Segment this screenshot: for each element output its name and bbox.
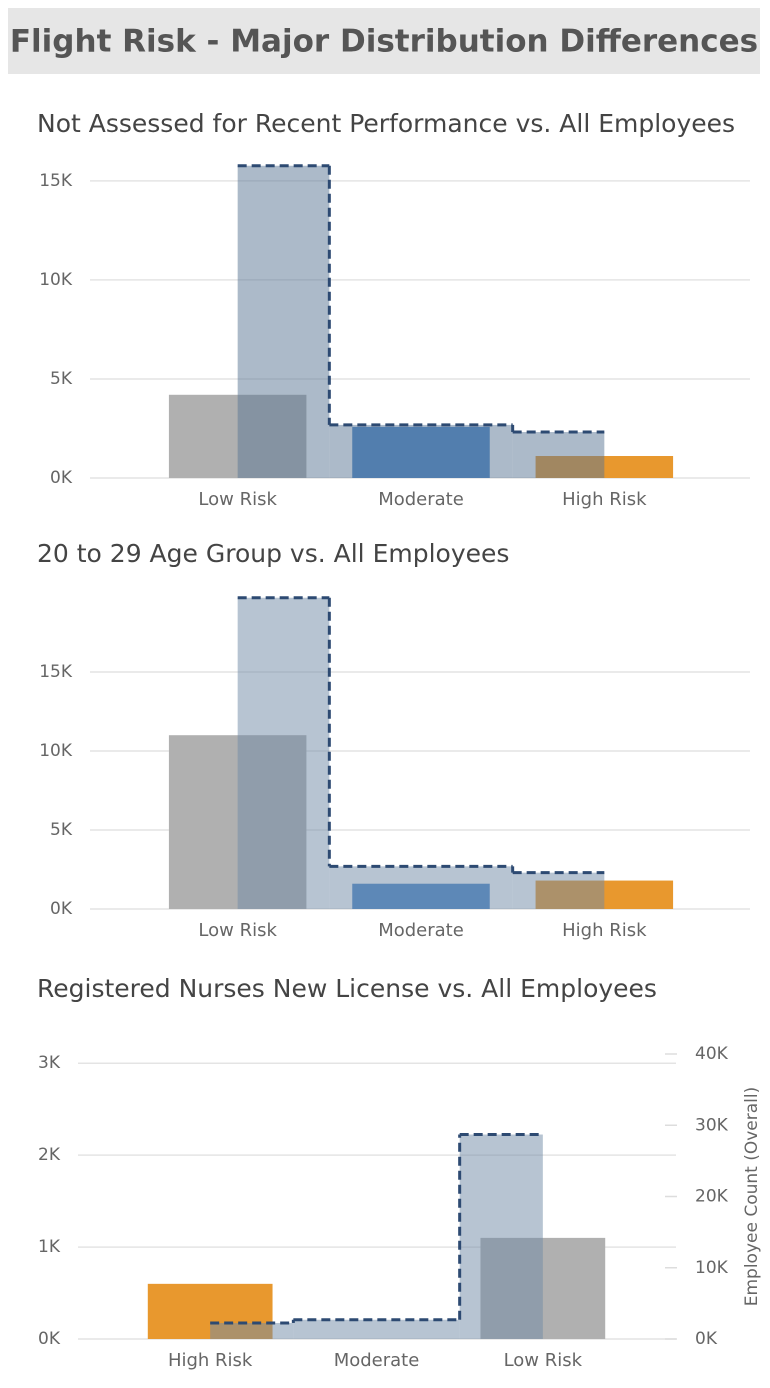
y2-tick-label: 40K [695,1044,729,1064]
y-tick-label: 0K [50,899,73,919]
overall-area [237,597,330,909]
chart-title: Registered Nurses New License vs. All Em… [37,974,657,1003]
overall-area [512,872,605,909]
x-tick-label: Low Risk [198,489,277,510]
x-tick-label: High Risk [562,920,647,941]
y2-tick-label: 0K [695,1329,718,1349]
y-tick-label: 15K [39,662,73,682]
y-tick-label: 15K [39,171,73,191]
y-tick-label: 0K [50,468,73,488]
overall-area [329,866,513,909]
chart-title: Not Assessed for Recent Performance vs. … [37,109,735,138]
x-tick-label: Low Risk [198,920,277,941]
y2-tick-label: 20K [695,1187,729,1207]
y2-tick-label: 10K [695,1258,729,1278]
y-tick-label: 2K [38,1145,61,1165]
overall-area [459,1134,543,1339]
x-tick-label: Moderate [378,920,464,941]
y-tick-label: 10K [39,741,73,761]
overall-area [293,1319,460,1339]
y2-axis-label: Employee Count (Overall) [742,1087,762,1307]
y2-tick-label: 30K [695,1115,729,1135]
overall-area [329,424,513,478]
y-tick-label: 0K [38,1329,61,1349]
overall-area [512,432,605,478]
y-tick-label: 1K [38,1237,61,1257]
title-bar [8,8,760,74]
x-tick-label: High Risk [562,489,647,510]
page-title: Flight Risk - Major Distribution Differe… [10,24,758,60]
chart-title: 20 to 29 Age Group vs. All Employees [37,539,509,568]
y-tick-label: 5K [50,369,73,389]
x-tick-label: High Risk [168,1350,253,1371]
x-tick-label: Moderate [378,489,464,510]
x-tick-label: Low Risk [504,1350,583,1371]
y-tick-label: 3K [38,1053,61,1073]
overall-area [237,165,330,478]
overall-area [210,1322,294,1339]
x-tick-label: Moderate [334,1350,420,1371]
y-tick-label: 5K [50,820,73,840]
y-tick-label: 10K [39,270,73,290]
